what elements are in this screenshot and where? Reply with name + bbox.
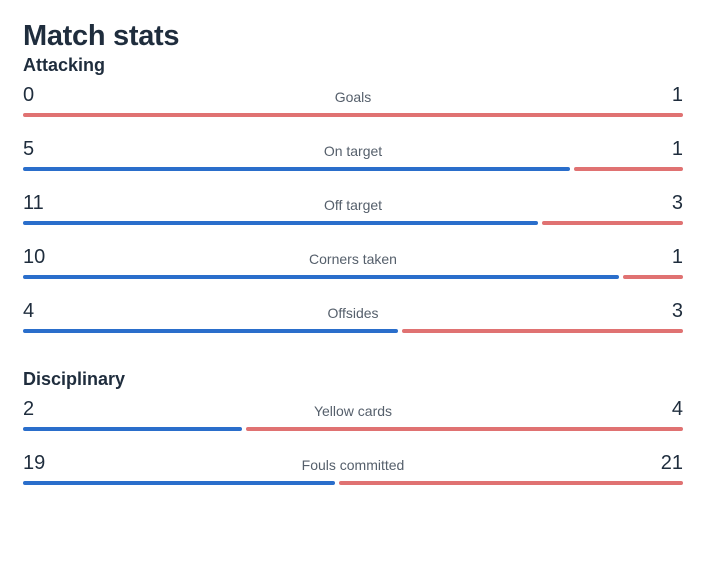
away-value: 21	[660, 452, 683, 474]
home-value: 0	[23, 84, 35, 106]
away-bar	[245, 427, 683, 431]
home-value: 11	[23, 192, 44, 214]
away-bar	[542, 221, 683, 225]
stat-label: Yellow cards	[313, 403, 393, 419]
stat-bar	[23, 167, 683, 171]
away-value: 3	[671, 300, 683, 322]
home-bar	[23, 329, 398, 333]
stat-bar	[23, 427, 683, 431]
page-title: Match stats	[23, 20, 180, 52]
stat-bar	[23, 275, 683, 279]
home-value: 2	[23, 398, 35, 420]
stat-row-fouls-committed: 19 Fouls committed 21	[23, 444, 683, 498]
away-bar	[401, 329, 683, 333]
home-value: 4	[23, 300, 35, 322]
stat-bar	[23, 481, 683, 485]
home-bar	[23, 481, 335, 485]
stat-row-corners-taken: 10 Corners taken 1	[23, 238, 683, 292]
stat-bar	[23, 221, 683, 225]
away-bar	[338, 481, 683, 485]
away-value: 1	[671, 84, 683, 106]
stat-label: Corners taken	[309, 251, 397, 267]
stat-label: Fouls committed	[301, 457, 405, 473]
stat-label: Offsides	[327, 305, 379, 321]
away-bar	[623, 275, 683, 279]
away-value: 3	[671, 192, 683, 214]
stat-row-goals: 0 Goals 1	[23, 76, 683, 130]
section-title-attacking: Attacking	[23, 55, 106, 75]
home-bar	[23, 275, 620, 279]
section-title-disciplinary: Disciplinary	[23, 369, 126, 389]
away-bar	[573, 167, 683, 171]
stat-row-off-target: 11 Off target 3	[23, 184, 683, 238]
home-value: 19	[23, 452, 46, 474]
stat-row-offsides: 4 Offsides 3	[23, 292, 683, 346]
stat-label: Goals	[334, 89, 372, 105]
home-bar	[23, 167, 570, 171]
home-bar	[23, 221, 539, 225]
stat-row-yellow-cards: 2 Yellow cards 4	[23, 390, 683, 444]
match-stats-panel: Match stats Attacking 0 Goals 1 5 On tar…	[23, 18, 683, 498]
stat-row-on-target: 5 On target 1	[23, 130, 683, 184]
stat-bar	[23, 113, 683, 117]
away-value: 1	[671, 138, 683, 160]
home-value: 5	[23, 138, 35, 160]
away-value: 1	[671, 246, 683, 268]
stat-label: On target	[323, 143, 383, 159]
home-bar	[23, 427, 242, 431]
away-value: 4	[671, 398, 683, 420]
home-value: 10	[23, 246, 46, 268]
stat-label: Off target	[323, 197, 383, 213]
away-bar	[23, 113, 683, 117]
stat-bar	[23, 329, 683, 333]
